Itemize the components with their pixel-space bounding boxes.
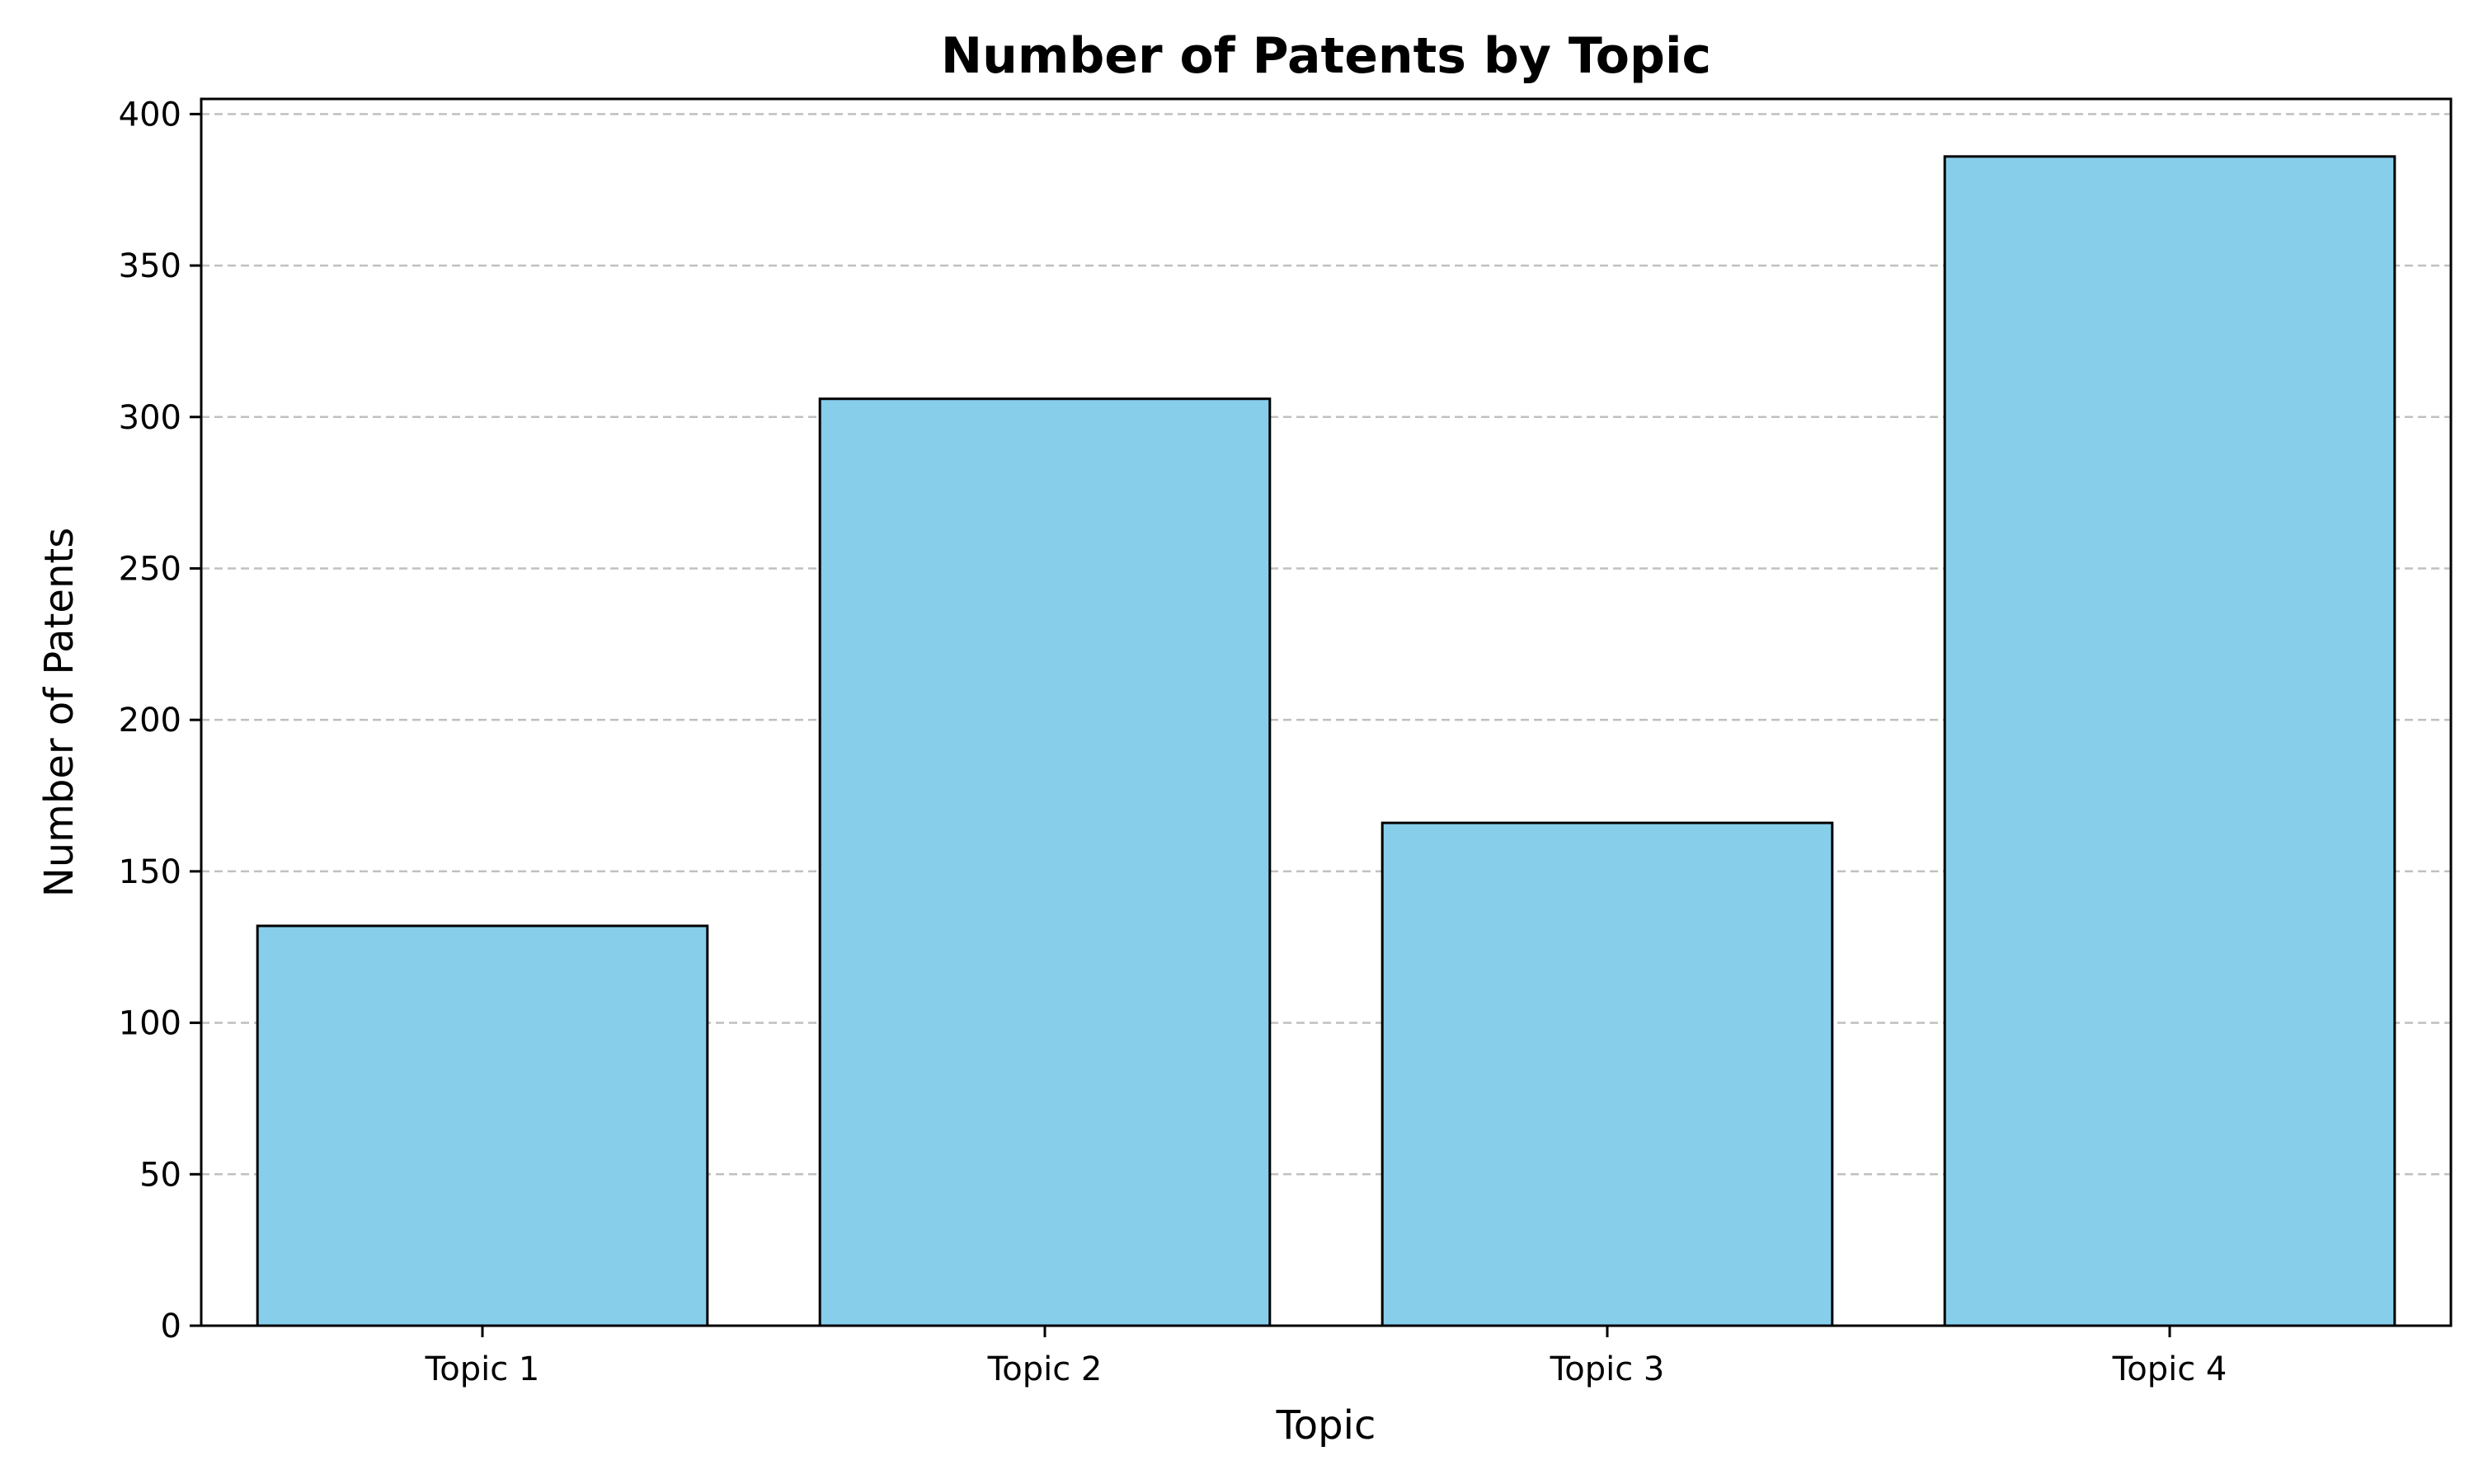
- y-tick-label: 400: [119, 96, 181, 134]
- y-axis-label: Number of Patents: [36, 528, 82, 897]
- y-tick-label: 250: [119, 550, 181, 588]
- y-tick-label: 0: [161, 1308, 181, 1345]
- bars: [257, 157, 2395, 1326]
- bar-3: [1382, 823, 1832, 1326]
- chart-title: Number of Patents by Topic: [941, 27, 1711, 85]
- y-tick-label: 300: [119, 399, 181, 437]
- y-tick-label: 150: [119, 853, 181, 891]
- bar-4: [1945, 157, 2395, 1326]
- y-tick-label: 50: [139, 1156, 181, 1194]
- x-tick-label: Topic 4: [2112, 1350, 2227, 1388]
- x-axis-ticks: Topic 1 Topic 2 Topic 3 Topic 4: [425, 1326, 2227, 1388]
- x-tick-label: Topic 3: [1550, 1350, 1665, 1388]
- y-tick-label: 100: [119, 1005, 181, 1043]
- y-tick-label: 350: [119, 247, 181, 285]
- bar-1: [257, 926, 708, 1326]
- x-tick-label: Topic 1: [425, 1350, 540, 1388]
- y-tick-label: 200: [119, 702, 181, 740]
- bar-2: [820, 399, 1270, 1326]
- x-axis-label: Topic: [1276, 1402, 1376, 1449]
- x-tick-label: Topic 2: [987, 1350, 1103, 1388]
- y-axis-ticks: 0 50 100 150 200 250 300 350 400: [119, 96, 201, 1345]
